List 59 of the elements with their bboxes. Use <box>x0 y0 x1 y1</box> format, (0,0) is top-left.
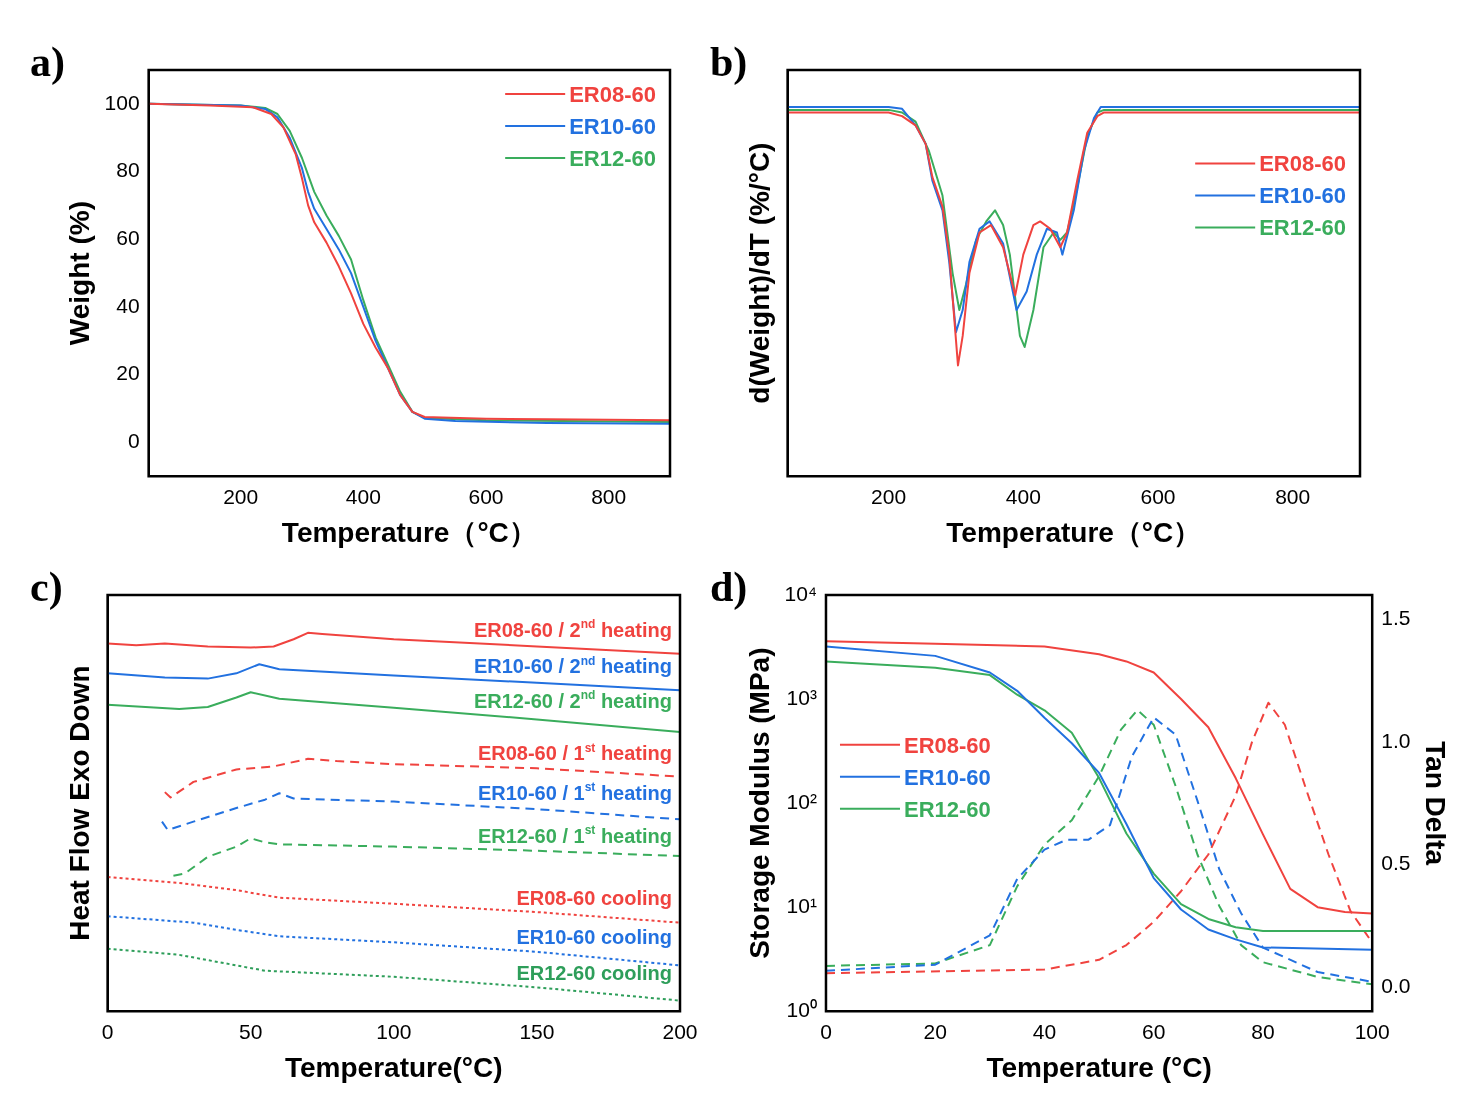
y-axis-title: Weight (%) <box>63 201 95 346</box>
y-tick-label: 100 <box>104 90 140 114</box>
x-tick-label: 800 <box>591 484 627 508</box>
chart-title: a) <box>30 38 65 86</box>
series-label: ER08-60 cooling <box>516 886 673 909</box>
y-tick-label: 0 <box>127 429 140 453</box>
legend-label: ER08-60 <box>569 82 657 107</box>
y-axis-title: Storage Modulus (MPa) <box>743 647 775 959</box>
y-tick-label: 80 <box>116 158 140 182</box>
x-tick-label: 50 <box>239 1019 263 1043</box>
legend-label: ER10-60 <box>569 114 657 139</box>
y2-tick-label: 0.5 <box>1381 851 1411 875</box>
legend-label: ER08-60 <box>903 732 991 758</box>
x-tick-label: 400 <box>345 484 381 508</box>
legend-label: ER10-60 <box>903 764 991 790</box>
series-label: ER10-60 cooling <box>516 926 673 949</box>
x-tick-label: 40 <box>1032 1019 1057 1043</box>
x-tick-label: 600 <box>468 484 504 508</box>
x-tick-label: 800 <box>1275 484 1311 508</box>
legend-label: ER10-60 <box>1259 183 1347 209</box>
x-axis-title: Temperature（°C） <box>281 516 537 548</box>
x-axis-title: Temperature（°C） <box>946 516 1202 548</box>
y2-tick-label: 1.0 <box>1381 728 1411 752</box>
x-tick-label: 150 <box>519 1019 555 1043</box>
chart-title: b) <box>710 38 748 86</box>
x-tick-label: 200 <box>662 1019 698 1043</box>
y-tick-label: 10² <box>786 789 817 813</box>
y2-axis-title: Tan Delta <box>1420 741 1452 866</box>
legend-label: ER12-60 <box>903 796 991 822</box>
y-tick-label: 10³ <box>786 685 817 709</box>
y-tick-label: 10¹ <box>786 893 817 917</box>
x-tick-label: 100 <box>376 1019 412 1043</box>
y2-tick-label: 1.5 <box>1381 606 1411 630</box>
x-tick-label: 60 <box>1142 1019 1166 1043</box>
y-tick-label: 60 <box>116 226 140 250</box>
x-tick-label: 100 <box>1354 1019 1390 1043</box>
x-tick-label: 0 <box>101 1019 114 1043</box>
x-tick-label: 600 <box>1140 484 1176 508</box>
x-tick-label: 200 <box>871 484 907 508</box>
legend-label: ER12-60 <box>1259 215 1347 241</box>
chart-title: c) <box>30 563 63 611</box>
y-tick-label: 10⁴ <box>784 581 817 605</box>
legend-label: ER12-60 <box>569 146 657 171</box>
x-tick-label: 20 <box>923 1019 947 1043</box>
x-tick-label: 80 <box>1251 1019 1275 1043</box>
y-tick-label: 10⁰ <box>786 998 817 1021</box>
y-tick-label: 20 <box>116 361 140 385</box>
y-axis-title: Heat Flow Exo Down <box>63 665 95 941</box>
x-axis-title: Temperature (°C) <box>986 1051 1212 1083</box>
x-tick-label: 400 <box>1005 484 1041 508</box>
x-axis-title: Temperature(°C) <box>285 1051 503 1083</box>
y-tick-label: 40 <box>116 293 140 317</box>
x-tick-label: 200 <box>223 484 259 508</box>
x-tick-label: 0 <box>820 1019 832 1043</box>
series-label: ER12-60 cooling <box>516 961 673 984</box>
legend-label: ER08-60 <box>1259 151 1347 177</box>
y-axis-title: d(Weight)/dT (%/°C) <box>743 142 775 404</box>
y2-tick-label: 0.0 <box>1381 973 1411 997</box>
chart-title: d) <box>710 563 748 611</box>
